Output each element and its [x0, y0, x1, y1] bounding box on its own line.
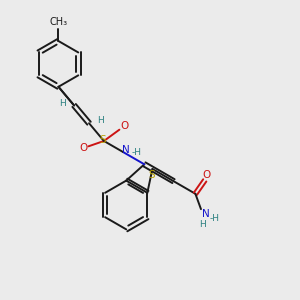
Text: H: H [199, 220, 206, 229]
Text: -H: -H [210, 214, 220, 223]
Text: O: O [120, 121, 129, 131]
Text: H: H [59, 99, 66, 108]
Text: S: S [100, 135, 106, 146]
Text: S: S [148, 170, 155, 181]
Text: N: N [122, 145, 130, 155]
Text: -H: -H [132, 148, 142, 157]
Text: CH₃: CH₃ [50, 17, 68, 27]
Text: H: H [97, 116, 104, 125]
Text: O: O [202, 170, 210, 180]
Text: O: O [79, 143, 87, 153]
Text: N: N [202, 209, 209, 220]
